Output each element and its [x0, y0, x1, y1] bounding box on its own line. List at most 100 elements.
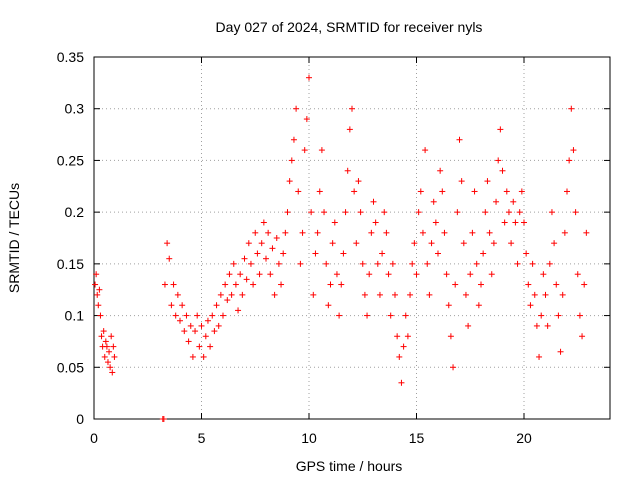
- data-point: [548, 209, 555, 216]
- data-point: [381, 209, 388, 216]
- data-point: [109, 369, 116, 376]
- data-point: [220, 312, 226, 319]
- data-point: [544, 322, 551, 329]
- data-point: [458, 178, 465, 185]
- x-tick-label: 10: [301, 430, 317, 446]
- data-point: [383, 229, 390, 236]
- data-point: [372, 219, 379, 226]
- data-point: [247, 260, 254, 267]
- data-point: [224, 297, 231, 304]
- data-point: [187, 322, 194, 329]
- y-tick-label: 0.3: [65, 101, 85, 117]
- data-point: [192, 328, 199, 335]
- data-point: [108, 333, 115, 340]
- data-point: [172, 312, 179, 319]
- data-point: [293, 105, 300, 112]
- data-point: [574, 271, 581, 278]
- data-point: [290, 136, 297, 143]
- data-point: [512, 219, 519, 226]
- data-point: [177, 317, 183, 324]
- data-point: [527, 302, 534, 309]
- data-point: [321, 209, 328, 216]
- data-point: [501, 219, 508, 226]
- data-point: [312, 250, 319, 257]
- data-point: [488, 271, 495, 278]
- data-point: [170, 281, 177, 288]
- data-point: [581, 281, 588, 288]
- data-point: [398, 379, 405, 386]
- data-point: [327, 281, 334, 288]
- data-point: [460, 240, 467, 247]
- data-point: [204, 317, 211, 324]
- data-point: [493, 198, 500, 205]
- data-point: [568, 105, 575, 112]
- data-point: [344, 167, 351, 174]
- data-point: [505, 209, 512, 216]
- data-point: [536, 353, 543, 360]
- y-tick-label: 0.2: [65, 204, 85, 220]
- data-point: [415, 209, 422, 216]
- y-axis-title: SRMTID / TECUs: [6, 183, 22, 293]
- data-point: [282, 229, 289, 236]
- data-point: [166, 255, 173, 262]
- x-tick-label: 0: [90, 430, 98, 446]
- data-point: [92, 281, 99, 288]
- chart-title: Day 027 of 2024, SRMTID for receiver nyl…: [216, 19, 483, 35]
- data-point: [185, 338, 192, 345]
- data-point: [404, 333, 411, 340]
- x-tick-label: 5: [198, 430, 206, 446]
- data-point: [518, 188, 525, 195]
- data-point: [331, 219, 338, 226]
- data-point: [314, 229, 321, 236]
- data-point: [419, 229, 426, 236]
- data-point: [437, 167, 444, 174]
- data-point: [349, 105, 355, 112]
- data-point: [510, 198, 517, 205]
- data-point: [467, 271, 474, 278]
- y-tick-label: 0.25: [57, 152, 84, 168]
- data-point: [275, 260, 282, 267]
- data-point: [484, 178, 491, 185]
- data-point: [265, 229, 272, 236]
- data-point: [471, 188, 478, 195]
- y-tick-label: 0.15: [57, 256, 84, 272]
- data-point: [160, 416, 167, 422]
- data-point: [469, 229, 476, 236]
- data-point: [450, 364, 457, 371]
- data-point: [183, 312, 190, 319]
- data-point: [260, 219, 267, 226]
- data-point: [364, 312, 371, 319]
- data-markers: [92, 74, 590, 422]
- y-tick-label: 0.05: [57, 359, 84, 375]
- data-point: [103, 343, 110, 350]
- data-point: [411, 240, 418, 247]
- data-point: [516, 209, 523, 216]
- data-point: [490, 240, 497, 247]
- data-point: [542, 291, 549, 298]
- data-point: [497, 126, 504, 133]
- data-point: [338, 281, 345, 288]
- data-point: [95, 302, 102, 309]
- data-point: [269, 245, 276, 252]
- data-point: [295, 188, 302, 195]
- data-point: [514, 260, 521, 267]
- data-point: [456, 136, 463, 143]
- data-point: [301, 147, 308, 154]
- data-point: [441, 229, 448, 236]
- data-point: [346, 126, 353, 133]
- data-point: [164, 240, 171, 247]
- data-point: [110, 343, 117, 350]
- data-point: [235, 307, 242, 314]
- data-point: [202, 333, 209, 340]
- data-point: [422, 147, 429, 154]
- data-point: [303, 116, 310, 123]
- plot-frame: [93, 56, 611, 420]
- data-point: [263, 255, 269, 262]
- data-point: [254, 250, 261, 257]
- data-point: [409, 260, 416, 267]
- data-point: [355, 178, 362, 185]
- data-point: [200, 353, 207, 360]
- data-point: [428, 240, 435, 247]
- data-point: [179, 302, 186, 309]
